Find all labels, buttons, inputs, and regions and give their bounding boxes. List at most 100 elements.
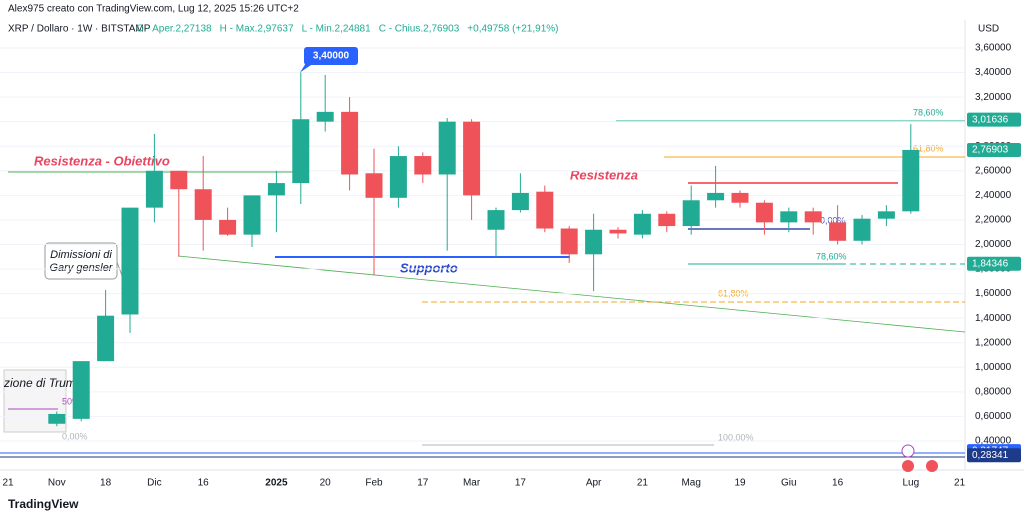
y-tick-label: 3,40000 [975, 67, 1012, 78]
y-tick-label: 1,60000 [975, 288, 1012, 299]
candle-body [72, 361, 90, 419]
annotation: Resistenza - Obiettivo [34, 153, 170, 168]
ohlc-value: L - Min.2,24881 [302, 24, 372, 35]
fib-label: 61,80% [913, 143, 944, 153]
ohlc-value: O - Aper.2,27138 [136, 24, 212, 35]
candle-body [48, 413, 66, 424]
x-tick-label: Apr [586, 478, 602, 489]
candle-body [389, 156, 407, 198]
candle-body [707, 192, 725, 201]
x-tick-label: Nov [48, 478, 66, 489]
x-tick-label: 16 [832, 478, 844, 489]
candle-body [292, 119, 310, 184]
candle-body [609, 229, 627, 234]
candle-body [804, 211, 822, 223]
candle-body [682, 200, 700, 227]
candle-body [585, 229, 603, 255]
candle-body [755, 202, 773, 223]
candle-body [536, 191, 554, 229]
ohlc-value: C - Chius.2,76903 [379, 24, 460, 35]
note-text: Gary gensler [50, 262, 114, 274]
candle-body [170, 170, 188, 190]
x-tick-label: 19 [734, 478, 746, 489]
x-tick-label: 18 [100, 478, 112, 489]
annotation: Resistenza [570, 167, 638, 182]
x-tick-label: Mar [463, 478, 481, 489]
price-tag-label: 2,76903 [972, 145, 1009, 156]
event-icon[interactable] [926, 460, 938, 472]
price-tag [967, 112, 1021, 127]
fib-label: 0,00% [62, 431, 88, 441]
y-tick-label: 0,80000 [975, 386, 1012, 397]
candle-body [877, 211, 895, 219]
candle-body [267, 183, 285, 196]
candle-body [511, 192, 529, 211]
candle-body [487, 210, 505, 230]
currency: USD [978, 24, 999, 35]
price-tag [967, 256, 1021, 271]
x-tick-label: 17 [417, 478, 429, 489]
x-tick-label: 16 [198, 478, 210, 489]
callout-label: 3,40000 [313, 51, 350, 62]
candle-body [194, 189, 212, 220]
y-tick-label: 1,40000 [975, 313, 1012, 324]
candle-body [731, 192, 749, 203]
x-tick-label: 2025 [265, 478, 288, 489]
x-tick-label: 21 [954, 478, 966, 489]
candle-body [780, 211, 798, 223]
y-tick-label: 2,40000 [975, 190, 1012, 201]
event-icon[interactable] [901, 444, 915, 458]
event-icon[interactable] [902, 460, 914, 472]
logo: TradingView [8, 497, 79, 511]
candle-body [633, 213, 651, 235]
annotation: Supporto [400, 260, 458, 275]
y-tick-label: 2,20000 [975, 215, 1012, 226]
fib-label: 78,60% [816, 251, 847, 261]
x-tick-label: Dic [147, 478, 161, 489]
x-tick-label: 17 [515, 478, 527, 489]
ohlc-value: +0,49758 (+21,91%) [467, 24, 558, 35]
x-tick-label: Giu [781, 478, 797, 489]
candle-body [121, 207, 139, 315]
candle-body [658, 213, 676, 227]
x-tick-label: 21 [637, 478, 649, 489]
candle-body [438, 121, 456, 175]
symbol: XRP / Dollaro · 1W · BITSTAMP [8, 24, 151, 35]
price-tag [967, 143, 1021, 158]
x-tick-label: Feb [365, 478, 383, 489]
price-tag-label: 0,28341 [972, 450, 1009, 461]
x-tick-label: 20 [320, 478, 332, 489]
y-tick-label: 3,20000 [975, 92, 1012, 103]
price-tag-label: 1,84346 [972, 258, 1009, 269]
y-tick-label: 0,40000 [975, 436, 1012, 447]
price-tag [967, 448, 1021, 463]
candle-body [902, 149, 920, 212]
candle-body [341, 111, 359, 175]
candle-body [853, 218, 871, 241]
credit: Alex975 creato con TradingView.com, Lug … [8, 4, 299, 15]
y-tick-label: 2,00000 [975, 239, 1012, 250]
y-tick-label: 1,00000 [975, 362, 1012, 373]
fib-label: 100,00% [718, 432, 754, 442]
y-tick-label: 3,60000 [975, 43, 1012, 54]
y-tick-label: 1,20000 [975, 337, 1012, 348]
candle-body [560, 228, 578, 255]
ohlc-value: H - Max.2,97637 [220, 24, 294, 35]
y-tick-label: 0,60000 [975, 411, 1012, 422]
y-tick-label: 2,60000 [975, 165, 1012, 176]
note-text: zione di Trump [3, 376, 83, 390]
candle-body [365, 173, 383, 198]
candle-body [219, 219, 237, 235]
candle-body [316, 111, 334, 122]
note-box [44, 242, 118, 280]
candle-body [145, 170, 163, 208]
candle-body [463, 121, 481, 196]
candle-body [243, 195, 261, 235]
candle-body [97, 315, 115, 362]
x-tick-label: 21 [2, 478, 14, 489]
callout [304, 47, 358, 65]
callout-pointer [300, 63, 314, 73]
